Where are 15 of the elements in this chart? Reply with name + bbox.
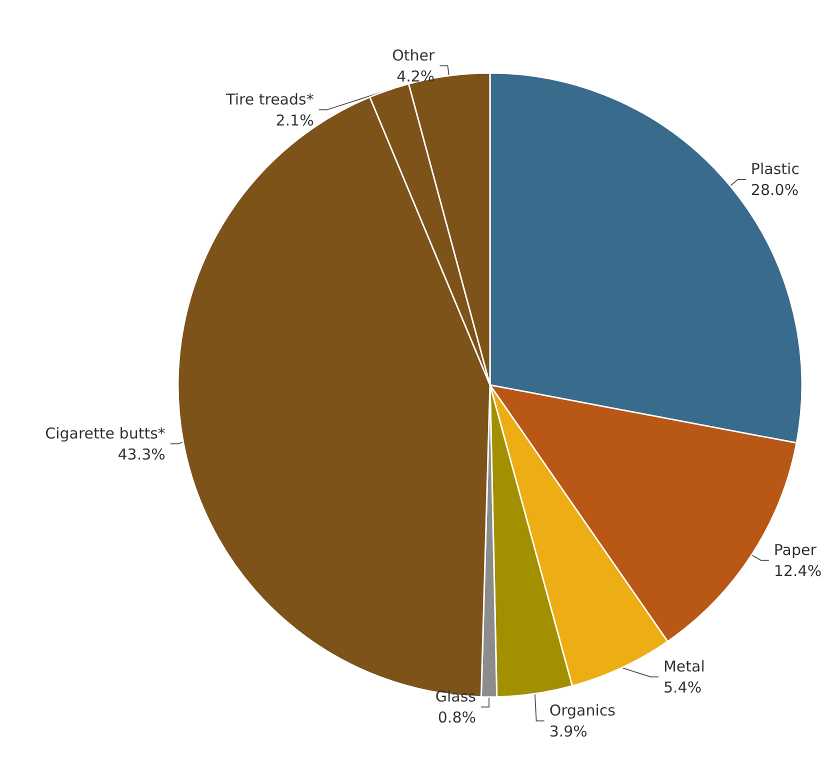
slice-label: Metal (663, 657, 705, 676)
data-label: 0.8% (438, 708, 476, 726)
data-label: 3.9% (549, 722, 588, 740)
slice-label: Tire treads* (225, 90, 314, 108)
data-label: 4.2% (396, 67, 435, 86)
data-label: 2.1% (276, 111, 314, 130)
data-label: 12.4% (774, 562, 822, 580)
data-label: 5.4% (663, 678, 702, 696)
slice-label: Organics (549, 701, 616, 720)
data-label: 43.3% (118, 445, 166, 464)
data-label: 28.0% (750, 181, 799, 200)
slice-label: Cigarette butts* (45, 424, 166, 442)
slice-label: Plastic (750, 160, 800, 178)
slice-label: Other (392, 46, 436, 64)
slice-label: Paper (774, 540, 818, 559)
